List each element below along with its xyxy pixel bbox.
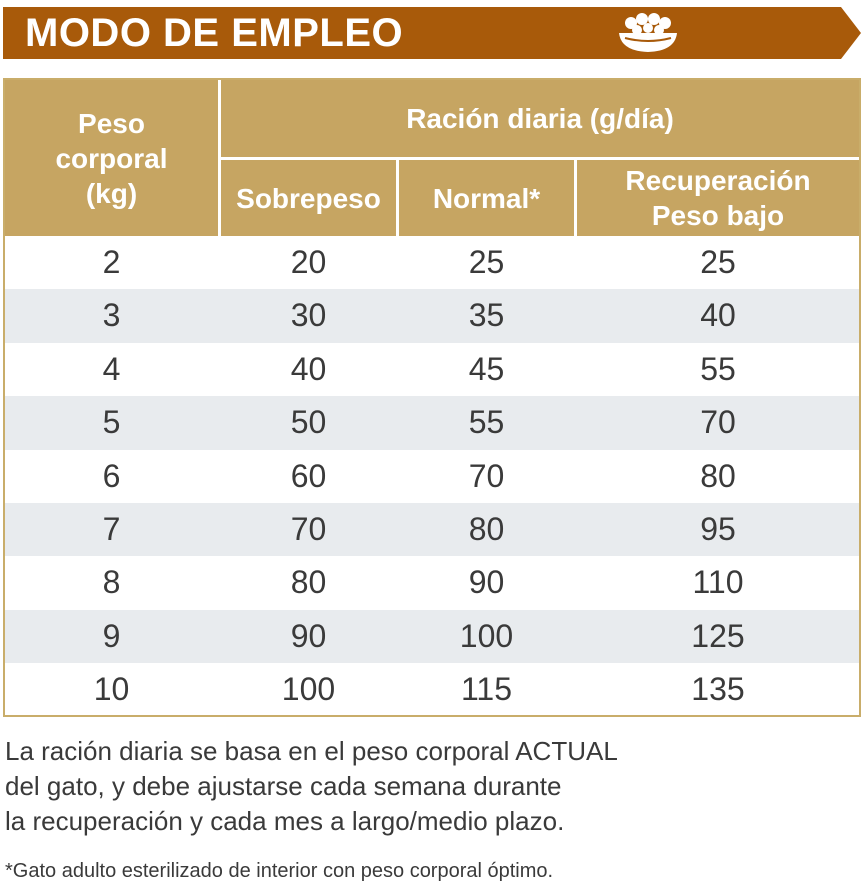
table-row: 9 90 100 125 [5, 609, 859, 664]
cell-recovery: 110 [692, 564, 744, 601]
cell-normal: 70 [468, 457, 505, 494]
table-row: 5 50 55 70 [5, 396, 859, 450]
cell-weight: 6 [102, 457, 121, 494]
header-divider [221, 157, 859, 160]
header-weight-line-3: (kg) [85, 177, 138, 209]
table-row: 2 20 25 25 [5, 236, 859, 289]
cell-overweight: 60 [290, 457, 327, 494]
cell-recovery: 25 [700, 244, 736, 280]
cell-overweight: 90 [290, 617, 327, 654]
cell-recovery: 40 [700, 297, 736, 334]
cell-normal: 25 [468, 244, 505, 280]
section-banner: MODO DE EMPLEO [3, 7, 861, 59]
header-divider [574, 160, 577, 236]
header-divider [396, 160, 399, 236]
cell-recovery: 80 [700, 457, 736, 494]
feeding-note: La ración diaria se basa en el peso corp… [5, 734, 855, 839]
cell-weight: 4 [102, 350, 121, 387]
cell-overweight: 80 [290, 564, 327, 601]
cell-recovery: 95 [700, 510, 736, 547]
table-row: 3 30 35 40 [5, 289, 859, 343]
cell-normal: 90 [468, 564, 505, 601]
cell-overweight: 20 [290, 244, 327, 280]
cell-overweight: 100 [281, 671, 336, 708]
cell-weight: 9 [102, 617, 121, 654]
table-row: 6 60 70 80 [5, 450, 859, 503]
cell-normal: 80 [468, 510, 505, 547]
header-body-weight: Peso corporal (kg) [5, 80, 218, 236]
cell-normal: 100 [459, 617, 514, 654]
header-weight-line-2: corporal [55, 142, 168, 174]
table-header: Peso corporal (kg) Ración diaria (g/día)… [5, 80, 859, 236]
banner-title: MODO DE EMPLEO [25, 11, 404, 55]
header-recovery-line-2: Peso bajo [651, 200, 785, 231]
cell-overweight: 40 [290, 350, 327, 387]
header-normal: Normal* [432, 182, 541, 214]
table-row: 8 80 90 110 [5, 556, 859, 609]
header-recovery-line-1: Recuperación [625, 165, 811, 196]
footnote: *Gato adulto esterilizado de interior co… [5, 860, 554, 882]
table-row: 4 40 45 55 [5, 343, 859, 396]
table-row: 10 100 115 135 [5, 663, 859, 716]
cell-normal: 115 [460, 671, 512, 708]
header-divider [218, 80, 221, 236]
cell-normal: 45 [468, 350, 505, 387]
note-line-3: la recuperación y cada mes a largo/medio… [5, 806, 565, 836]
cell-weight: 7 [102, 510, 121, 547]
table-body: 2 20 25 25 3 30 35 40 4 40 45 55 5 50 55… [5, 236, 859, 717]
note-line-1: La ración diaria se basa en el peso corp… [5, 736, 618, 766]
feeding-table: Peso corporal (kg) Ración diaria (g/día)… [3, 78, 861, 717]
cell-overweight: 30 [290, 297, 327, 334]
header-weight-line-1: Peso [78, 107, 145, 139]
cell-weight: 8 [102, 564, 121, 601]
cell-weight: 2 [102, 244, 121, 280]
cell-normal: 35 [468, 297, 505, 334]
cell-overweight: 70 [290, 510, 327, 547]
cell-recovery: 125 [691, 617, 745, 654]
header-daily-ration: Ración diaria (g/día) [406, 103, 674, 134]
cell-overweight: 50 [290, 404, 327, 441]
cell-recovery: 135 [691, 671, 745, 708]
cell-recovery: 55 [700, 350, 736, 387]
cell-weight: 5 [102, 404, 121, 441]
header-overweight: Sobrepeso [236, 182, 381, 214]
table-row: 7 70 80 95 [5, 502, 859, 557]
cell-normal: 55 [468, 404, 505, 441]
cell-weight: 10 [93, 671, 130, 708]
cell-recovery: 70 [700, 404, 736, 441]
cell-weight: 3 [102, 297, 121, 334]
food-bowl-icon [619, 13, 677, 52]
note-line-2: del gato, y debe ajustarse cada semana d… [5, 771, 562, 801]
header-recovery: Recuperación Peso bajo [577, 160, 859, 236]
